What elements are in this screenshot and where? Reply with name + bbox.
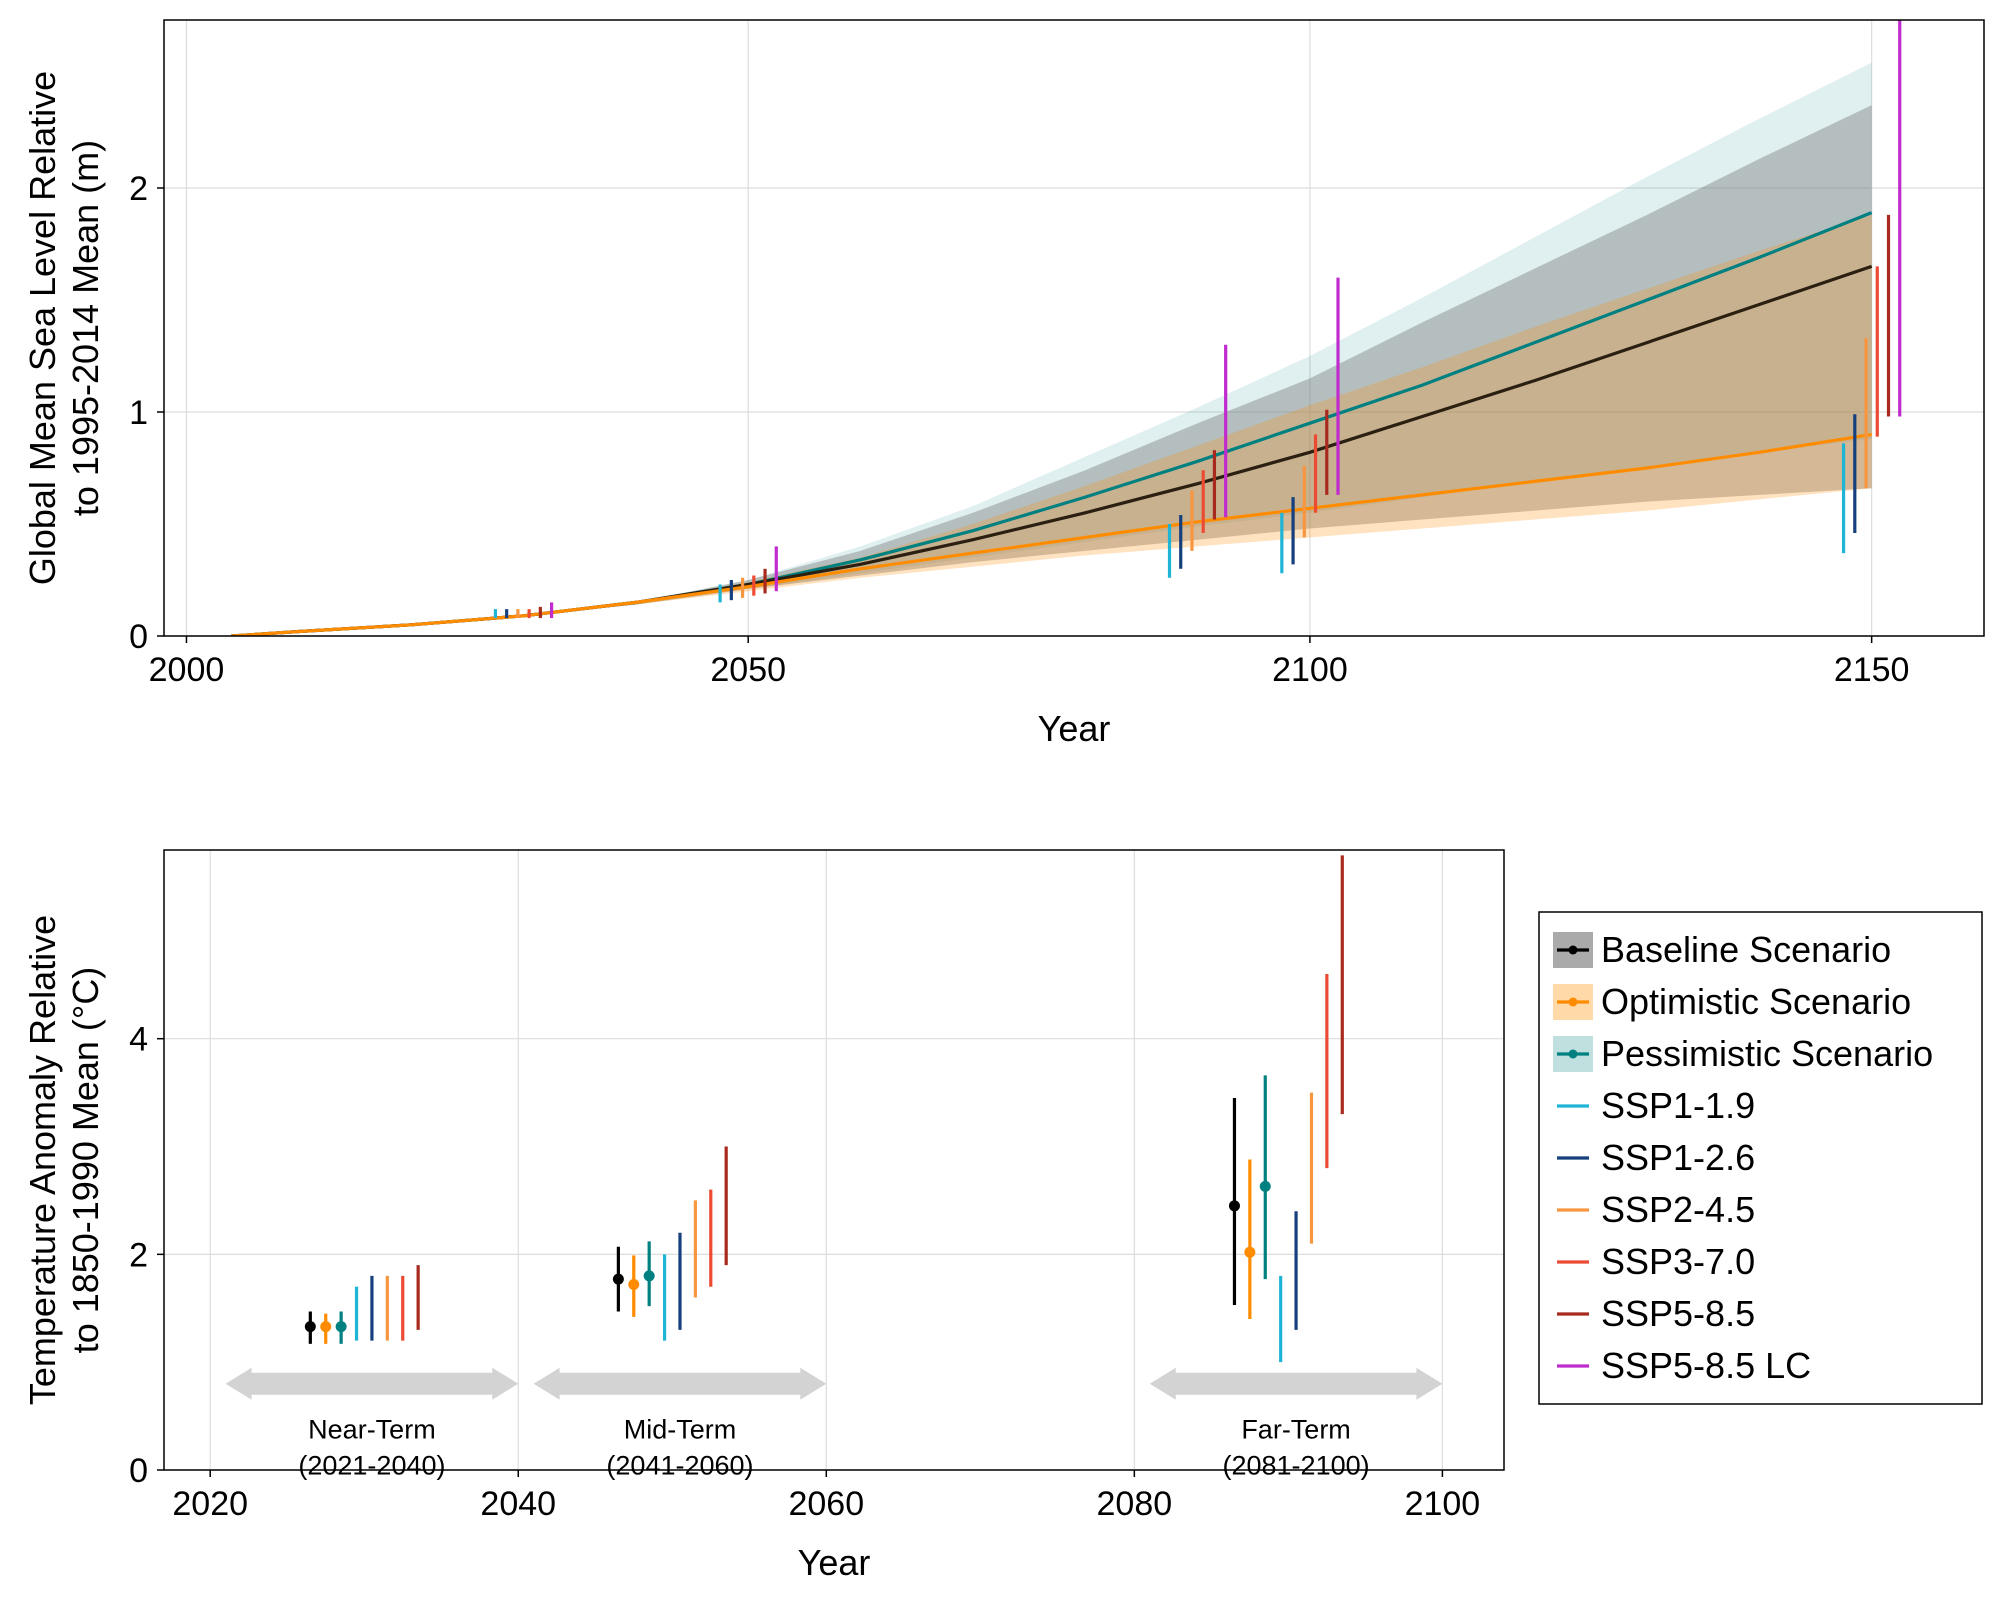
temperature-x-ticks: 2020 2040 2060 2080 2100: [172, 1470, 1480, 1523]
period-label-near-term: Near-Term: [308, 1415, 436, 1445]
x-tick-label: 2020: [172, 1485, 248, 1523]
legend-item-optimistic-scenario: Optimistic Scenario: [1553, 981, 1911, 1022]
x-tick-label: 2080: [1097, 1485, 1173, 1523]
point-baseline-scenario: [612, 1273, 624, 1285]
x-tick-label: 2100: [1272, 651, 1348, 689]
period-range-mid-term: (2041-2060): [606, 1451, 753, 1481]
sea-level-x-ticks: 2000 2050 2100 2150: [149, 636, 1910, 689]
temperature-x-axis-label: Year: [798, 1542, 871, 1583]
temperature-ssp-ranges: [354, 855, 1344, 1363]
legend-label: SSP3-7.0: [1601, 1241, 1755, 1282]
sea-level-x-axis-label: Year: [1038, 708, 1111, 749]
temperature-y-axis-label-line2: to 1850-1990 Mean (°C): [65, 967, 106, 1354]
legend-item-ssp2-4-5: SSP2-4.5: [1557, 1189, 1755, 1230]
temperature-panel: Near-Term (2021-2040) Mid-Term (2041-2060) F…: [22, 849, 1505, 1583]
legend-label: Optimistic Scenario: [1601, 981, 1911, 1022]
legend-label: SSP1-2.6: [1601, 1137, 1755, 1178]
sea-level-ssp-ranges: [493, 20, 1902, 619]
legend-item-ssp5-8-5-lc: SSP5-8.5 LC: [1557, 1345, 1811, 1386]
legend-swatch-dot: [1568, 1049, 1578, 1059]
y-tick-label: 0: [129, 618, 148, 656]
x-tick-label: 2040: [480, 1485, 556, 1523]
legend-item-ssp3-7-0: SSP3-7.0: [1557, 1241, 1755, 1282]
x-tick-label: 2050: [710, 651, 786, 689]
point-optimistic-scenario: [1244, 1246, 1256, 1258]
point-optimistic-scenario: [320, 1321, 332, 1333]
sea-level-y-axis-label-line2: to 1995-2014 Mean (m): [65, 140, 106, 516]
period-label-mid-term: Mid-Term: [624, 1415, 737, 1445]
y-tick-label: 0: [129, 1452, 148, 1490]
legend-label: SSP5-8.5: [1601, 1293, 1755, 1334]
sea-level-frame: [163, 19, 1985, 637]
legend-label: SSP5-8.5 LC: [1601, 1345, 1811, 1386]
sea-level-y-ticks: 0 1 2: [129, 170, 164, 656]
period-range-far-term: (2081-2100): [1223, 1451, 1370, 1481]
legend-label: SSP1-1.9: [1601, 1085, 1755, 1126]
y-tick-label: 1: [129, 394, 148, 432]
legend-swatch-dot: [1568, 997, 1578, 1007]
line-optimistic-scenario: [231, 432, 1872, 636]
legend-swatch-dot: [1568, 945, 1578, 955]
y-tick-label: 2: [129, 1236, 148, 1274]
temperature-scenario-points: [304, 1075, 1271, 1344]
x-tick-label: 2000: [149, 651, 225, 689]
legend-item-pessimistic-scenario: Pessimistic Scenario: [1553, 1033, 1933, 1074]
legend-item-ssp5-8-5: SSP5-8.5: [1557, 1293, 1755, 1334]
temperature-period-arrows: Near-Term (2021-2040) Mid-Term (2041-2060) F…: [225, 1367, 1443, 1481]
point-baseline-scenario: [304, 1321, 316, 1333]
legend: Baseline Scenario Optimistic Scenario Pess…: [1538, 911, 1983, 1405]
sea-level-panel: 2000 2050 2100 2150 0 1 2 Year Global Mean Se…: [22, 19, 1985, 749]
point-baseline-scenario: [1228, 1200, 1240, 1212]
x-tick-label: 2100: [1405, 1485, 1481, 1523]
legend-label: Baseline Scenario: [1601, 929, 1891, 970]
x-tick-label: 2150: [1834, 651, 1910, 689]
period-arrow-mid-term: [533, 1367, 827, 1400]
x-tick-label: 2060: [788, 1485, 864, 1523]
y-tick-label: 2: [129, 170, 148, 208]
legend-item-ssp1-2-6: SSP1-2.6: [1557, 1137, 1755, 1178]
legend-label: SSP2-4.5: [1601, 1189, 1755, 1230]
period-arrow-far-term: [1149, 1367, 1443, 1400]
temperature-frame: [163, 849, 1505, 1471]
period-range-near-term: (2021-2040): [298, 1451, 445, 1481]
point-pessimistic-scenario: [335, 1321, 347, 1333]
period-arrow-near-term: [225, 1367, 519, 1400]
period-label-far-term: Far-Term: [1241, 1415, 1351, 1445]
band-baseline-scenario: [231, 105, 1872, 636]
y-tick-label: 4: [129, 1021, 148, 1059]
point-pessimistic-scenario: [643, 1270, 655, 1282]
legend-item-baseline-scenario: Baseline Scenario: [1553, 929, 1891, 970]
legend-label: Pessimistic Scenario: [1601, 1033, 1933, 1074]
legend-item-ssp1-1-9: SSP1-1.9: [1557, 1085, 1755, 1126]
band-optimistic-scenario: [231, 214, 1872, 636]
legend-box: [1538, 911, 1983, 1405]
temperature-y-axis-label-line1: Temperature Anomaly Relative: [22, 915, 63, 1405]
sea-level-lines: [231, 211, 1873, 636]
temperature-y-ticks: 0 2 4: [129, 1021, 164, 1490]
sea-level-y-axis-label-line1: Global Mean Sea Level Relative: [22, 71, 63, 585]
point-pessimistic-scenario: [1259, 1180, 1271, 1192]
point-optimistic-scenario: [628, 1279, 640, 1291]
